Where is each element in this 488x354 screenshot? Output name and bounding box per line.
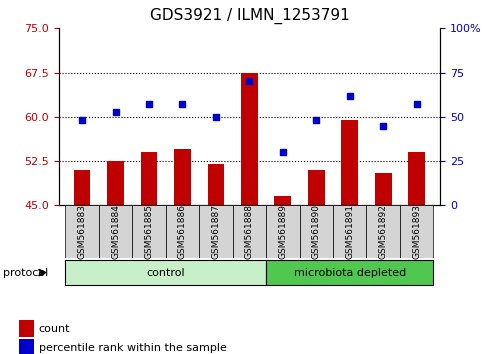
FancyBboxPatch shape (265, 205, 299, 258)
Bar (207, 164, 224, 205)
Point (178, 102, 186, 107)
Text: GSM561884: GSM561884 (111, 204, 120, 259)
Bar (341, 120, 357, 205)
FancyBboxPatch shape (366, 205, 399, 258)
Text: GSM561885: GSM561885 (144, 204, 153, 259)
Point (312, 118, 320, 123)
FancyBboxPatch shape (265, 260, 432, 285)
Bar (274, 196, 291, 205)
Point (245, 79, 253, 84)
Text: microbiota depleted: microbiota depleted (293, 268, 405, 278)
Bar (141, 152, 157, 205)
Point (345, 93, 353, 98)
Text: GSM561887: GSM561887 (211, 204, 220, 259)
Point (78, 118, 86, 123)
Text: GSM561891: GSM561891 (345, 204, 353, 259)
Point (145, 102, 153, 107)
Text: protocol: protocol (3, 268, 48, 278)
Text: GSM561893: GSM561893 (411, 204, 420, 259)
FancyBboxPatch shape (65, 205, 99, 258)
Text: GSM561892: GSM561892 (378, 204, 387, 259)
Text: GSM561883: GSM561883 (78, 204, 86, 259)
Text: count: count (39, 324, 70, 333)
FancyBboxPatch shape (299, 205, 332, 258)
Bar (241, 73, 257, 205)
FancyBboxPatch shape (132, 205, 165, 258)
Point (412, 102, 420, 107)
Point (212, 114, 220, 120)
Bar (407, 152, 424, 205)
Bar (20, 339, 34, 354)
Text: GSM561890: GSM561890 (311, 204, 320, 259)
FancyBboxPatch shape (165, 205, 199, 258)
Bar (74, 170, 90, 205)
FancyBboxPatch shape (199, 205, 232, 258)
Bar (20, 320, 34, 337)
Point (111, 109, 119, 114)
Bar (174, 149, 190, 205)
FancyBboxPatch shape (332, 205, 366, 258)
Point (278, 149, 286, 155)
Text: control: control (146, 268, 184, 278)
Bar (307, 170, 324, 205)
FancyBboxPatch shape (232, 205, 265, 258)
Point (379, 123, 386, 129)
Title: GDS3921 / ILMN_1253791: GDS3921 / ILMN_1253791 (149, 8, 348, 24)
FancyBboxPatch shape (99, 205, 132, 258)
FancyBboxPatch shape (65, 260, 265, 285)
Bar (107, 161, 123, 205)
Text: percentile rank within the sample: percentile rank within the sample (39, 343, 226, 353)
Text: GSM561886: GSM561886 (178, 204, 186, 259)
Text: GSM561888: GSM561888 (244, 204, 253, 259)
Bar (374, 173, 391, 205)
FancyBboxPatch shape (399, 205, 432, 258)
Text: GSM561889: GSM561889 (278, 204, 287, 259)
